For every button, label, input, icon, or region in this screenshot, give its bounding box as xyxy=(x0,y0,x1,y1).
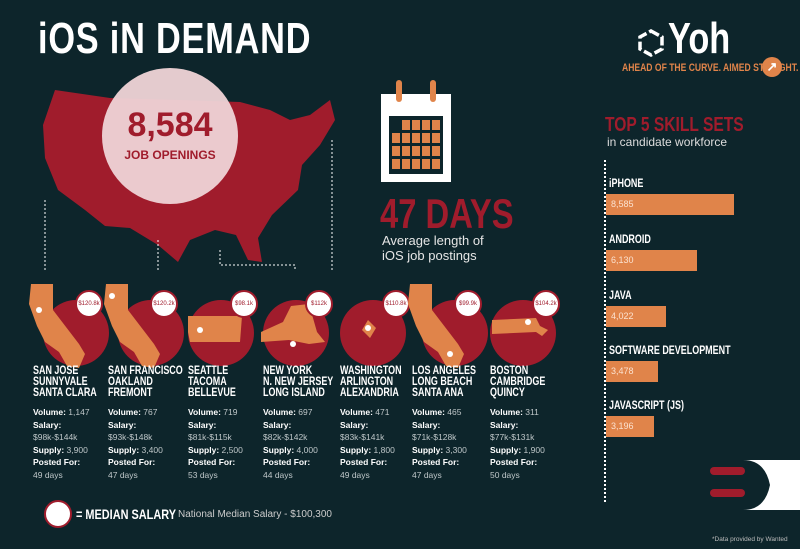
supply-value: 3,400 xyxy=(141,444,163,455)
skill-label: SOFTWARE DEVELOPMENT xyxy=(609,345,731,357)
median-salary-badge: $98.1k xyxy=(230,290,258,318)
skill-label: ANDROID xyxy=(609,234,651,246)
plug-icon xyxy=(710,460,800,510)
skills-axis xyxy=(604,160,606,502)
volume-value: 465 xyxy=(447,407,462,417)
skill-label: JAVASCRIPT (JS) xyxy=(609,400,684,412)
supply-value: 3,900 xyxy=(66,444,88,455)
volume-value: 471 xyxy=(375,407,390,417)
skill-label: iPHONE xyxy=(609,178,644,190)
skill-bar: 8,585 xyxy=(606,194,734,215)
city-stats: Volume: 767 Salary: $93k-$148k Supply: 3,… xyxy=(108,407,163,480)
arrow-up-right-icon: ↗ xyxy=(762,57,782,77)
city-names: BOSTON CAMBRIDGE QUINCY xyxy=(490,365,546,399)
median-salary-badge: $99.9k xyxy=(454,290,482,318)
median-salary-badge: $110.8k xyxy=(382,290,410,318)
salary-range: $82k-$142k xyxy=(263,432,308,442)
skill-label: JAVA xyxy=(609,290,632,302)
skill-bar: 3,478 xyxy=(606,361,658,382)
calendar-icon xyxy=(381,80,451,182)
national-median-salary: National Median Salary - $100,300 xyxy=(178,509,332,520)
skills-title: TOP 5 SKILL SETS xyxy=(605,114,744,136)
state-map-icon xyxy=(188,316,242,342)
city-names: LOS ANGELES LONG BEACH SANTA ANA xyxy=(412,365,476,399)
city-stats: Volume: 465 Salary: $71k-$128k Supply: 3,… xyxy=(412,407,467,480)
posted-value: 53 days xyxy=(188,469,218,480)
yoh-logo: Yoh xyxy=(638,14,748,64)
supply-value: 1,900 xyxy=(523,444,545,455)
skill-bar: 3,196 xyxy=(606,416,654,437)
city-names: SAN JOSE SUNNYVALE SANTA CLARA xyxy=(33,365,97,399)
supply-value: 2,500 xyxy=(221,444,243,455)
data-credit: *Data provided by Wanted xyxy=(712,536,788,543)
job-openings-label: JOB OPENINGS xyxy=(124,148,216,162)
posted-value: 47 days xyxy=(108,469,138,480)
salary-range: $83k-$141k xyxy=(340,432,385,442)
posting-days-caption: Average length of iOS job postings xyxy=(382,233,484,263)
median-salary-badge: $120.2k xyxy=(150,290,178,318)
job-openings-circle: 8,584 JOB OPENINGS xyxy=(102,68,238,204)
city-stats: Volume: 1,147 Salary: $98k-$144k Supply: … xyxy=(33,407,90,480)
salary-range: $77k-$131k xyxy=(490,432,535,442)
city-stats: Volume: 697 Salary: $82k-$142k Supply: 4,… xyxy=(263,407,318,480)
city-stats: Volume: 719 Salary: $81k-$115k Supply: 2,… xyxy=(188,407,243,480)
city-names: SAN FRANCISCO OAKLAND FREMONT xyxy=(108,365,183,399)
city-stats: Volume: 471 Salary: $83k-$141k Supply: 1,… xyxy=(340,407,395,480)
skills-subtitle: in candidate workforce xyxy=(607,135,728,149)
volume-value: 719 xyxy=(223,407,238,417)
tagline: AHEAD OF THE CURVE. AIMED STRAIGHT. xyxy=(622,62,799,74)
city-names: WASHINGTON ARLINGTON ALEXANDRIA xyxy=(340,365,402,399)
salary-range: $81k-$115k xyxy=(188,432,232,442)
state-map-icon xyxy=(29,284,85,368)
supply-value: 3,300 xyxy=(445,444,467,455)
hexagon-logo-icon xyxy=(638,29,664,57)
job-openings-count: 8,584 xyxy=(127,106,213,144)
page-title: iOS iN DEMAND xyxy=(38,14,312,63)
salary-range: $98k-$144k xyxy=(33,432,78,442)
median-salary-badge: $120.8k xyxy=(75,290,103,318)
salary-range: $71k-$128k xyxy=(412,432,457,442)
state-map-icon xyxy=(408,284,464,368)
median-salary-badge: $112k xyxy=(305,290,333,318)
state-map-icon xyxy=(104,284,160,368)
volume-value: 697 xyxy=(298,407,313,417)
median-salary-badge: $104.2k xyxy=(532,290,560,318)
supply-value: 4,000 xyxy=(296,444,318,455)
posted-value: 47 days xyxy=(412,469,442,480)
posting-days: 47 DAYS xyxy=(380,190,514,237)
state-map-icon xyxy=(362,320,376,338)
posted-value: 49 days xyxy=(340,469,370,480)
posted-value: 50 days xyxy=(490,469,520,480)
volume-value: 311 xyxy=(525,407,539,417)
volume-value: 767 xyxy=(143,407,158,417)
salary-range: $93k-$148k xyxy=(108,432,153,442)
legend-label: = MEDIAN SALARY xyxy=(76,506,177,522)
skill-bar: 6,130 xyxy=(606,250,698,271)
city-stats: Volume: 311 Salary: $77k-$131k Supply: 1,… xyxy=(490,407,545,480)
supply-value: 1,800 xyxy=(373,444,395,455)
posted-value: 44 days xyxy=(263,469,293,480)
city-names: NEW YORK N. NEW JERSEY LONG ISLAND xyxy=(263,365,334,399)
volume-value: 1,147 xyxy=(68,407,90,417)
state-map-icon xyxy=(492,318,548,336)
city-names: SEATTLE TACOMA BELLEVUE xyxy=(188,365,236,399)
skill-bar: 4,022 xyxy=(606,306,666,327)
median-salary-legend-icon xyxy=(44,500,72,528)
posted-value: 49 days xyxy=(33,469,63,480)
